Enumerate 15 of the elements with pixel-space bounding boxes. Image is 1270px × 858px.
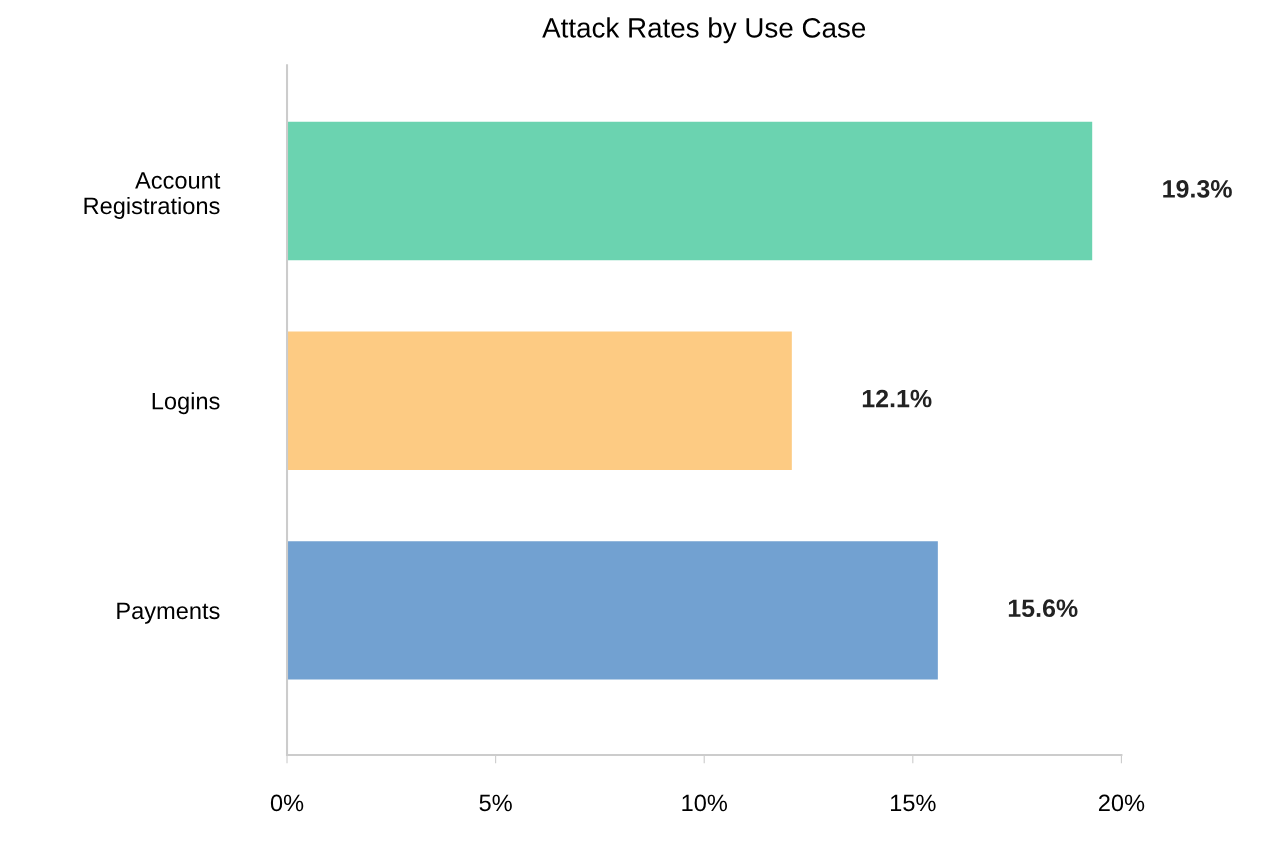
x-tick-label: 20% (1098, 794, 1145, 812)
y-tick-label: Logins (152, 392, 220, 415)
x-tick-label: 15% (890, 794, 936, 812)
x-tick-label: 0% (270, 794, 304, 812)
bar (287, 121, 1093, 261)
y-tick-label: Account Registrations (84, 172, 221, 219)
data-label: 12.1% (862, 389, 932, 408)
data-label: 19.3% (1163, 180, 1232, 198)
y-tick-label: Payments (117, 602, 220, 624)
x-tick-label: 10% (682, 794, 727, 812)
chart-title: Attack Rates by Use Case (542, 17, 866, 44)
bar (287, 331, 792, 470)
bar (287, 541, 938, 680)
x-tick-label: 5% (479, 794, 512, 812)
data-label: 15.6% (1008, 599, 1078, 618)
